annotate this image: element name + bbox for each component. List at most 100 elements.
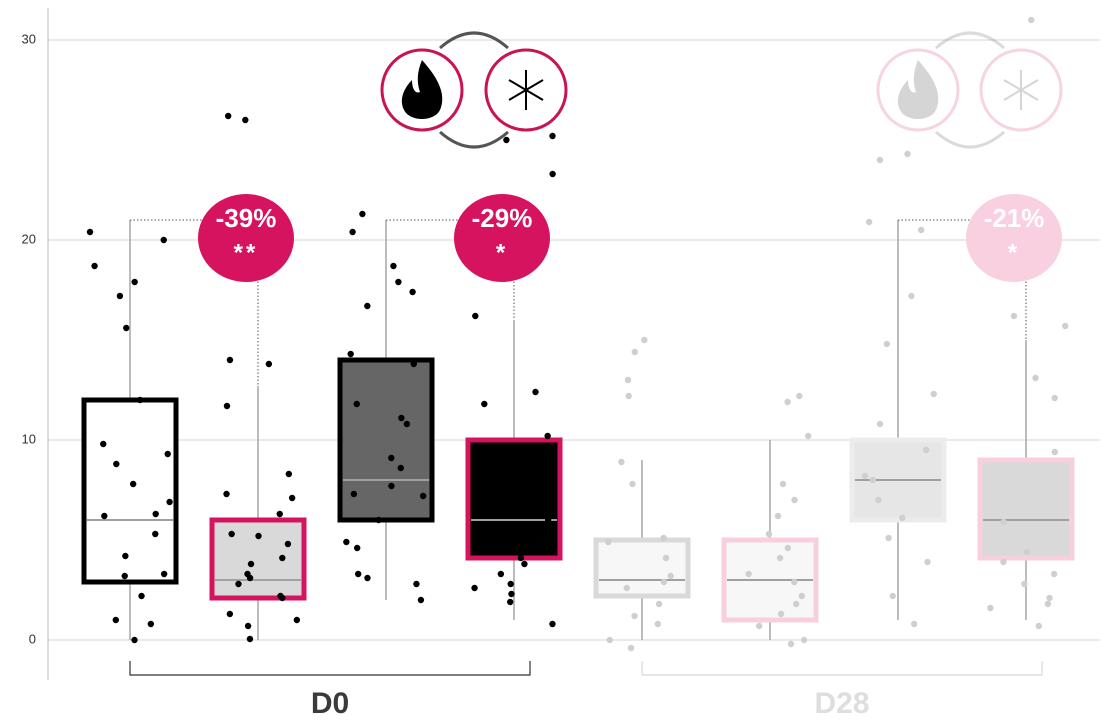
point xyxy=(654,620,661,628)
point xyxy=(861,472,869,480)
point xyxy=(641,336,648,344)
point xyxy=(112,616,120,624)
point xyxy=(987,604,994,612)
point xyxy=(532,388,539,396)
point xyxy=(246,635,254,643)
point xyxy=(410,360,417,368)
point xyxy=(798,592,805,600)
point xyxy=(152,510,159,518)
annotation-bubble xyxy=(454,194,550,282)
point xyxy=(618,458,625,466)
point xyxy=(166,498,173,506)
box xyxy=(593,537,691,599)
point xyxy=(660,578,668,586)
point xyxy=(791,578,798,586)
point xyxy=(121,572,128,580)
point xyxy=(507,598,514,606)
point xyxy=(276,510,283,518)
point xyxy=(160,236,167,244)
point xyxy=(800,636,808,644)
point xyxy=(1023,548,1031,556)
point xyxy=(353,544,361,552)
point xyxy=(246,574,254,582)
fire-icon-ring xyxy=(876,48,960,132)
point xyxy=(116,292,124,300)
point xyxy=(756,622,763,630)
point xyxy=(123,324,130,332)
snow-icon-ring xyxy=(979,48,1063,132)
annotation-change: -39% xyxy=(216,203,277,233)
snow-icon xyxy=(1003,70,1039,110)
point xyxy=(138,592,145,600)
arrow xyxy=(439,31,509,50)
point xyxy=(1051,448,1058,456)
point xyxy=(869,476,877,484)
point xyxy=(100,440,107,448)
point xyxy=(224,112,232,120)
point xyxy=(804,432,812,440)
fire-icon xyxy=(897,60,939,119)
point xyxy=(131,636,138,644)
point xyxy=(388,482,395,490)
fire-cold-cycle xyxy=(380,31,568,149)
point xyxy=(395,278,402,286)
point xyxy=(417,596,425,604)
point xyxy=(503,136,510,144)
point xyxy=(1044,600,1052,608)
point xyxy=(403,420,411,428)
point xyxy=(784,544,792,552)
point xyxy=(288,494,296,502)
annotation-significance: * xyxy=(496,239,508,266)
point xyxy=(777,610,785,618)
point xyxy=(244,622,252,630)
point xyxy=(930,390,937,398)
annotation-significance: ** xyxy=(234,239,259,266)
point xyxy=(765,530,773,538)
point xyxy=(899,514,906,522)
y-tick-label: 30 xyxy=(22,31,36,46)
box xyxy=(977,457,1075,561)
point xyxy=(507,580,514,588)
group-label: D28 xyxy=(814,687,869,720)
arrow xyxy=(935,130,1005,149)
point xyxy=(164,450,171,458)
box xyxy=(337,357,435,523)
point xyxy=(779,480,787,488)
point xyxy=(885,534,892,542)
point xyxy=(354,570,362,578)
point xyxy=(122,552,129,560)
group-bracket xyxy=(641,661,1043,676)
point xyxy=(1062,322,1069,330)
point xyxy=(101,512,108,520)
point xyxy=(353,400,360,408)
box xyxy=(209,517,307,601)
point xyxy=(131,278,138,286)
point xyxy=(917,226,925,234)
point xyxy=(284,540,292,548)
point xyxy=(347,350,354,358)
point xyxy=(409,288,416,296)
point xyxy=(91,262,98,270)
point xyxy=(364,302,371,310)
point xyxy=(623,584,631,592)
point xyxy=(350,490,358,498)
point xyxy=(662,554,670,562)
point xyxy=(1035,622,1042,630)
point xyxy=(147,620,155,628)
point xyxy=(223,490,230,498)
point xyxy=(359,210,366,218)
point xyxy=(228,530,235,538)
icons xyxy=(380,31,1063,149)
point xyxy=(924,558,931,566)
point xyxy=(397,464,404,472)
box xyxy=(81,397,179,585)
point xyxy=(160,570,168,578)
group-bracket xyxy=(129,661,531,676)
point xyxy=(1000,558,1007,566)
point xyxy=(235,580,242,588)
point xyxy=(86,228,94,236)
annotation-change: -29% xyxy=(472,203,533,233)
point xyxy=(1051,394,1058,402)
point xyxy=(631,612,638,620)
